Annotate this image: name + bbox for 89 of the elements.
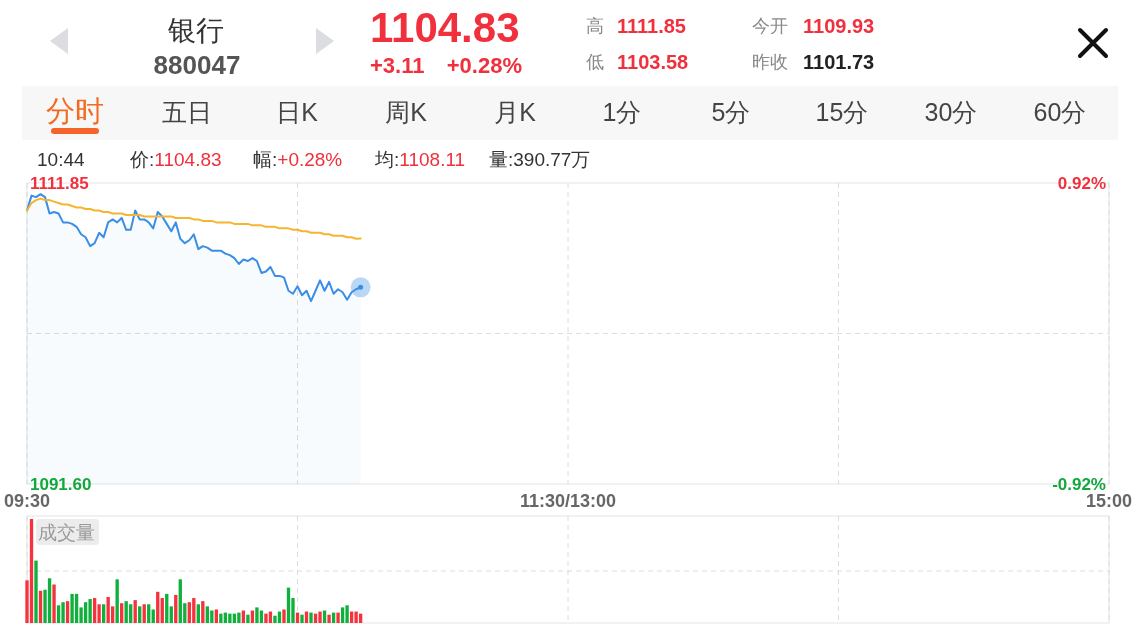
text: 1108.11 <box>399 149 466 170</box>
text: 银行 <box>167 15 224 46</box>
bar <box>178 579 182 623</box>
bar <box>151 609 155 623</box>
bar <box>214 609 219 623</box>
bar <box>264 613 268 623</box>
bar <box>47 578 52 623</box>
bar <box>70 593 74 623</box>
bar <box>201 601 205 623</box>
y2-tick-label: -0.92% <box>1052 474 1106 494</box>
bar <box>187 602 191 623</box>
bar <box>101 604 106 623</box>
bar <box>318 611 322 623</box>
bar <box>120 603 124 623</box>
text: 1101.73 <box>803 51 875 73</box>
bar <box>246 614 250 623</box>
bar <box>282 609 286 623</box>
bar <box>106 597 110 623</box>
text: 1103.58 <box>617 51 689 73</box>
text: 月K <box>494 98 537 126</box>
bar <box>300 614 304 623</box>
text: 分时 <box>46 95 104 127</box>
bar <box>309 612 313 623</box>
bar <box>165 593 169 623</box>
chart-title: 成交量 <box>38 522 95 543</box>
bar <box>133 600 137 623</box>
text: 1104.83 <box>154 149 222 170</box>
text: 昨收 <box>752 52 788 72</box>
x-tick-label: 15:00 <box>1085 491 1133 511</box>
bar <box>160 598 164 623</box>
bar <box>74 593 79 623</box>
text: +0.28% <box>277 149 343 170</box>
bar <box>196 604 200 623</box>
text: 今开 <box>752 16 788 36</box>
text: 五日 <box>162 98 212 126</box>
text: 低 <box>586 52 604 72</box>
bar <box>88 599 92 623</box>
bar <box>65 601 70 623</box>
bar <box>147 604 151 623</box>
text: 日K <box>276 98 319 126</box>
text: 1111.85 <box>617 15 686 37</box>
bar <box>92 598 97 623</box>
bar <box>29 519 34 623</box>
text: 880047 <box>153 50 241 80</box>
bar <box>115 579 119 623</box>
bar <box>124 601 128 623</box>
bar <box>228 613 232 623</box>
bar <box>327 614 331 623</box>
bar <box>61 602 65 623</box>
text: 1104.83 <box>370 4 520 51</box>
bar <box>52 584 56 623</box>
text: 390.77万 <box>513 149 591 170</box>
y-tick-label: 1091.60 <box>30 474 92 494</box>
bar <box>345 605 349 623</box>
line-series <box>26 197 362 240</box>
text: 高 <box>586 16 604 36</box>
bar <box>169 606 173 623</box>
x-tick-label: 11:30/13:00 <box>519 491 617 511</box>
text: 15分 <box>815 98 869 126</box>
bar <box>34 560 38 623</box>
text: +0.28% <box>446 53 522 78</box>
text: 1分 <box>602 98 642 126</box>
bar <box>210 610 214 623</box>
text: 价: <box>129 149 155 170</box>
text: 1109.93 <box>803 15 875 37</box>
text: 10:44 <box>37 149 85 170</box>
text: 5分 <box>711 98 751 126</box>
bar <box>273 615 277 623</box>
text: 量: <box>489 149 514 170</box>
text: 幅: <box>253 149 278 170</box>
bar <box>56 605 61 623</box>
x-tick-label: 09:30 <box>3 491 51 511</box>
bar <box>336 612 340 623</box>
text: 60分 <box>1033 98 1087 126</box>
bar <box>129 604 133 623</box>
text: 周K <box>385 98 428 126</box>
bar <box>138 606 142 623</box>
bar <box>255 607 259 623</box>
text: 均: <box>374 149 400 170</box>
bar <box>83 602 88 623</box>
text: +3.11 <box>370 53 425 78</box>
text: 30分 <box>924 98 978 126</box>
bar <box>219 613 223 623</box>
bar <box>340 607 345 623</box>
bar <box>354 611 358 623</box>
bar <box>192 598 196 623</box>
y2-tick-label: 0.92% <box>1057 173 1106 193</box>
bar <box>237 612 241 623</box>
bar <box>142 604 146 623</box>
